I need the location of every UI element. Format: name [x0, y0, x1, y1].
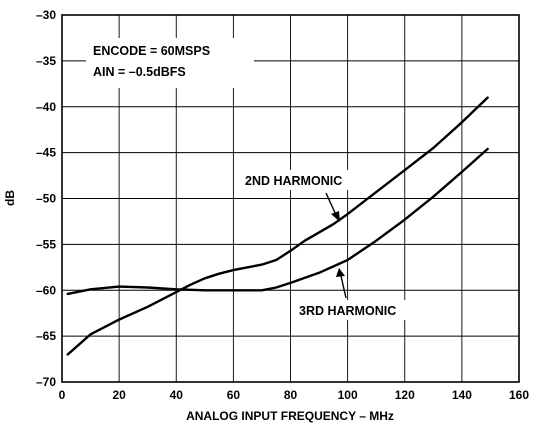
y-axis-title: dB [3, 190, 17, 206]
annotation-ain: AIN = –0.5dBFS [93, 65, 186, 79]
x-tick-label: 120 [395, 388, 415, 402]
x-tick-label: 80 [284, 388, 298, 402]
x-tick-label: 60 [227, 388, 241, 402]
x-tick-label: 140 [452, 388, 472, 402]
arrow-3rd-harmonic-line [340, 275, 347, 299]
y-tick-label: –60 [36, 283, 56, 297]
y-tick-label: –55 [36, 237, 56, 251]
label-2nd-background [242, 170, 372, 190]
annotation-encode: ENCODE = 60MSPS [93, 44, 210, 58]
x-tick-label: 0 [59, 388, 66, 402]
arrow-2nd-harmonic-head [331, 211, 340, 222]
arrow-2nd-harmonic-line [325, 192, 337, 216]
x-tick-label: 160 [509, 388, 529, 402]
x-axis-title: ANALOG INPUT FREQUENCY – MHz [186, 409, 394, 423]
tick-labels: 0 20 40 60 80 100 120 140 160 –70 –65 –60 –55 –50 –45 –… [36, 8, 529, 402]
y-tick-label: –45 [36, 146, 56, 160]
arrow-3rd-harmonic-head [336, 268, 345, 277]
series-line-2nd-harmonic [66, 96, 489, 356]
x-tick-label: 20 [112, 388, 126, 402]
y-tick-label: –50 [36, 192, 56, 206]
series-layer [66, 96, 489, 356]
series-line-3rd-harmonic [66, 147, 489, 296]
y-tick-label: –65 [36, 329, 56, 343]
series-label-3rd-harmonic: 3RD HARMONIC [299, 304, 396, 318]
y-tick-label: –35 [36, 54, 56, 68]
series-label-2nd-harmonic: 2ND HARMONIC [245, 174, 342, 188]
grid-lines [62, 15, 519, 382]
plot-frame [61, 14, 520, 383]
y-tick-label: –40 [36, 100, 56, 114]
annotation-background [86, 38, 254, 88]
y-tick-label: –70 [36, 375, 56, 389]
x-tick-label: 40 [170, 388, 184, 402]
label-3rd-background [296, 300, 438, 320]
y-tick-label: –30 [36, 8, 56, 22]
x-tick-label: 100 [338, 388, 358, 402]
